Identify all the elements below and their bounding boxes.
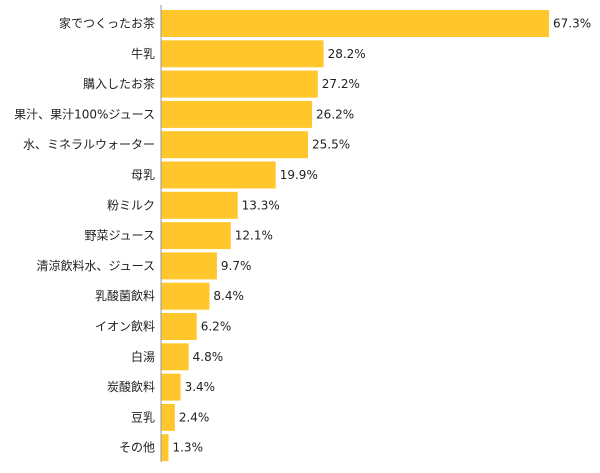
category-label: 果汁、果汁100%ジュース (14, 107, 155, 121)
value-label: 28.2% (328, 47, 366, 61)
value-label: 26.2% (316, 107, 354, 121)
bar (161, 70, 318, 98)
category-label: 購入したお茶 (83, 76, 155, 91)
value-label: 4.8% (193, 350, 224, 364)
bar (161, 403, 175, 431)
bar (161, 191, 238, 219)
value-labels: 67.3% 28.2% 27.2% 26.2% 25.5% 19.9% 13.3% 12.1%… (172, 17, 591, 455)
category-label: その他 (119, 441, 155, 455)
value-label: 27.2% (322, 77, 360, 91)
value-label: 13.3% (242, 198, 280, 212)
bar (161, 434, 169, 462)
bars (161, 10, 549, 462)
category-label: 粉ミルク (107, 198, 155, 212)
category-label: 白湯 (131, 349, 155, 364)
bar (161, 252, 217, 280)
value-label: 67.3% (553, 17, 591, 31)
bar (161, 161, 276, 189)
value-label: 3.4% (185, 380, 216, 394)
category-label: 清涼飲料水、ジュース (36, 258, 155, 273)
bar (161, 100, 313, 128)
value-label: 25.5% (312, 138, 350, 152)
bar (161, 313, 197, 340)
value-label: 6.2% (201, 320, 232, 334)
category-label: 牛乳 (131, 46, 155, 61)
value-label: 2.4% (179, 410, 210, 424)
value-label: 1.3% (172, 441, 203, 455)
bar (161, 282, 210, 310)
category-label: 豆乳 (131, 410, 155, 424)
category-labels: 家でつくったお茶牛乳購入したお茶果汁、果汁100%ジュース水、ミネラルウォーター… (14, 16, 155, 455)
bar (161, 373, 181, 401)
category-label: 乳酸菌飲料 (95, 288, 155, 303)
bar (161, 40, 324, 68)
value-label: 9.7% (221, 259, 252, 273)
category-label: 野菜ジュース (84, 229, 155, 243)
category-label: 家でつくったお茶 (59, 16, 155, 31)
category-label: 水、ミネラルウォーター (23, 138, 155, 152)
bar (161, 222, 231, 250)
category-label: 炭酸飲料 (107, 379, 155, 394)
value-label: 19.9% (280, 168, 318, 182)
value-label: 8.4% (213, 289, 244, 303)
value-label: 12.1% (235, 229, 273, 243)
category-label: 母乳 (131, 168, 155, 182)
category-label: イオン飲料 (95, 319, 155, 334)
bar (161, 10, 549, 37)
bar (161, 131, 309, 159)
bar (161, 343, 189, 371)
